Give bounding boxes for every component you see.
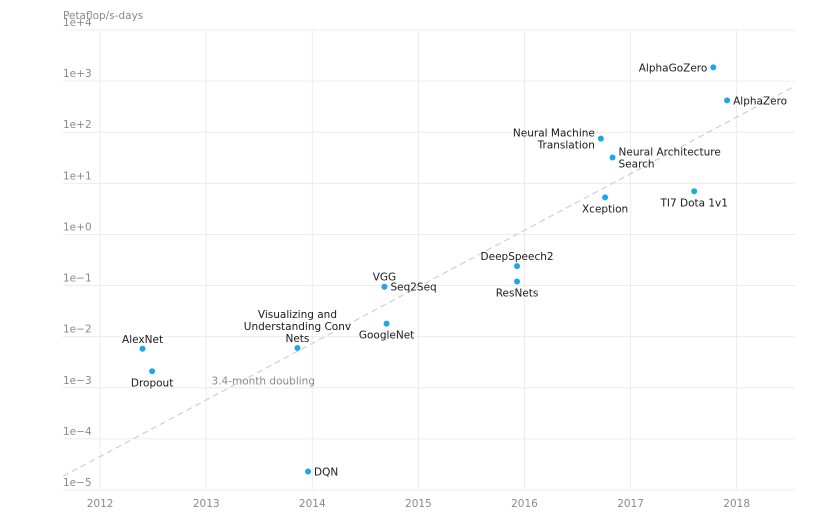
point-label-line: DQN (314, 467, 338, 479)
y-tick-label: 1e−1 (63, 273, 92, 285)
y-tick-label: 1e−3 (63, 375, 92, 387)
data-point (514, 278, 521, 285)
point-label-line: TI7 Dota 1v1 (659, 197, 728, 209)
data-point (602, 194, 609, 201)
point-label: Dropout (131, 377, 173, 389)
point-label: Seq2Seq (390, 282, 436, 294)
trend-layer: 3.4-month doubling (62, 85, 796, 477)
point-label: Visualizing and Understanding Conv Nets (244, 309, 351, 345)
point-label: TI7 Dota 1v1 (659, 197, 728, 209)
point-layer (139, 64, 731, 475)
point-label: GoogleNet (359, 330, 414, 342)
point-label-line: Neural Architecture (619, 147, 721, 159)
point-label-line: Nets (285, 333, 309, 345)
point-label-line: VGG (373, 272, 396, 284)
y-tick-label: 1e+4 (63, 17, 92, 29)
point-label: DeepSpeech2 (481, 251, 554, 263)
x-tick-label: 2014 (299, 498, 326, 510)
x-tick-label: 2013 (193, 498, 220, 510)
point-label-line: ResNets (496, 288, 539, 300)
y-tick-label: 1e+0 (63, 221, 92, 233)
point-label: Xception (582, 203, 628, 215)
point-label-line: AlphaGoZero (639, 62, 708, 74)
point-label-line: Understanding Conv (244, 321, 351, 333)
y-tick-label: 1e−5 (63, 477, 92, 489)
x-tick-label: 2012 (87, 498, 114, 510)
y-tick-label: 1e+3 (63, 68, 92, 80)
point-label-line: Neural Machine (513, 128, 595, 140)
data-point (609, 154, 616, 161)
point-label: VGG (373, 272, 396, 284)
x-tick-label: 2016 (511, 498, 538, 510)
grid-layer: 1e−5 1e−4 1e−3 1e−2 1e−1 1e+0 1e+1 1e+2 1e+3 1e+4… (63, 17, 795, 510)
point-label-line: DeepSpeech2 (481, 251, 554, 263)
point-label-line: Dropout (131, 377, 173, 389)
data-point (710, 64, 717, 71)
point-label-line: AlexNet (122, 334, 163, 346)
point-label: Neural Machine Translation (513, 128, 595, 152)
point-label-line: GoogleNet (359, 330, 414, 342)
y-axis-title: Petaflop/s-days (63, 10, 143, 22)
x-tick-label: 2015 (405, 498, 432, 510)
x-tick-label: 2017 (617, 498, 644, 510)
point-label-line: Seq2Seq (390, 282, 436, 294)
data-point (383, 320, 390, 327)
point-label-line: Translation (537, 140, 595, 152)
y-tick-label: 1e+2 (63, 119, 92, 131)
point-label: DQN (314, 467, 338, 479)
point-label: AlphaZero (733, 95, 787, 107)
point-label-line: AlphaZero (733, 95, 787, 107)
trend-annotation: 3.4-month doubling (212, 376, 315, 388)
data-point (139, 345, 146, 352)
label-layer: AlexNet Dropout Visualizing and Understandi… (122, 62, 787, 478)
x-tick-label: 2018 (723, 498, 750, 510)
data-point (381, 283, 388, 290)
data-point (149, 368, 156, 375)
data-point (305, 468, 312, 475)
y-tick-label: 1e−2 (63, 324, 92, 336)
data-point (514, 263, 521, 270)
data-point (724, 97, 731, 104)
point-label-line: Xception (582, 203, 628, 215)
point-label: AlphaGoZero (639, 62, 708, 74)
point-label: Neural Architecture Search (619, 147, 721, 171)
data-point (691, 188, 698, 195)
data-point (294, 345, 301, 352)
y-tick-label: 1e+1 (63, 170, 92, 182)
y-tick-label: 1e−4 (63, 426, 92, 438)
data-point (597, 135, 604, 142)
trend-line (62, 85, 796, 477)
point-label-line: Visualizing and (258, 309, 337, 321)
point-label-line: Search (619, 159, 655, 171)
point-label: AlexNet (122, 334, 163, 346)
point-label: ResNets (496, 288, 539, 300)
